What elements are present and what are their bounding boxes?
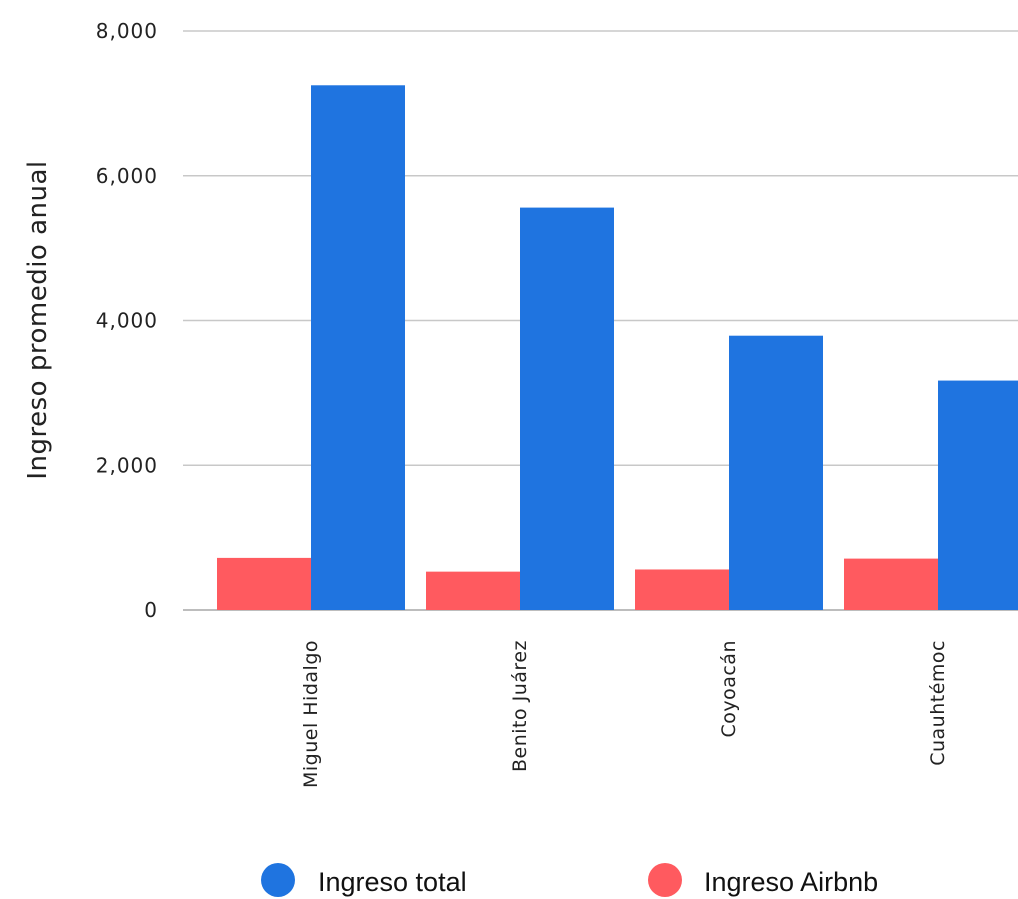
x-category-label: Coyoacán [718, 640, 740, 738]
x-category-label: Miguel Hidalgo [300, 640, 322, 788]
y-tick-label: 8,000 [96, 19, 158, 43]
x-category-label: Cuauhtémoc [927, 640, 949, 766]
bar-airbnb [844, 558, 938, 610]
x-axis-categories: Miguel Hidalgo Benito Juárez Coyoacán Cuauh… [300, 640, 949, 788]
y-tick-label: 0 [144, 598, 158, 622]
bar-airbnb [635, 569, 729, 610]
legend-swatch [261, 863, 295, 897]
bar-total [729, 335, 823, 610]
legend-label: Ingreso Airbnb [704, 867, 878, 897]
bar-airbnb [426, 571, 520, 610]
legend-swatch [648, 863, 682, 897]
y-axis-ticks: 0 2,000 4,000 6,000 8,000 [96, 19, 158, 622]
bar-airbnb [217, 557, 311, 610]
y-tick-label: 6,000 [96, 164, 158, 188]
x-category-label: Benito Juárez [509, 640, 531, 772]
legend: Ingreso total Ingreso Airbnb [261, 863, 878, 897]
y-axis-title: Ingreso promedio anual [23, 160, 53, 479]
bar-total [311, 85, 405, 610]
y-tick-label: 4,000 [96, 309, 158, 333]
legend-label: Ingreso total [318, 867, 467, 897]
y-tick-label: 2,000 [96, 453, 158, 477]
bar-total [938, 380, 1018, 610]
bar-total [520, 207, 614, 610]
bars [217, 85, 1018, 610]
